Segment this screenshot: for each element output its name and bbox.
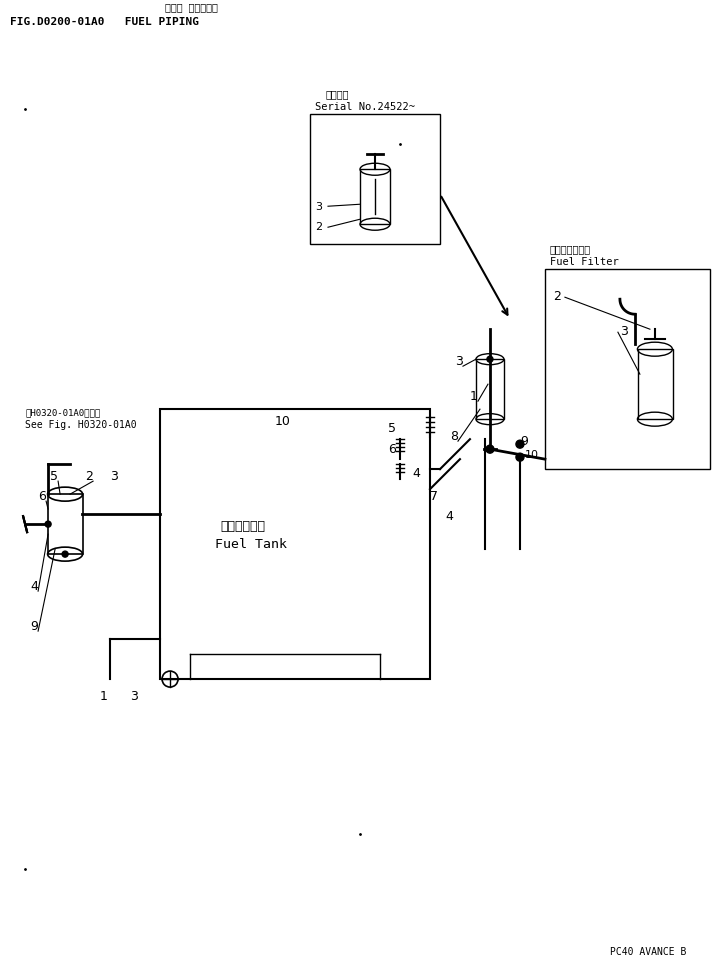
- Bar: [160, 409, 430, 679]
- Text: 6: 6: [388, 443, 396, 456]
- Circle shape: [487, 357, 493, 363]
- Text: 5: 5: [50, 470, 58, 482]
- Text: 3: 3: [110, 470, 118, 482]
- Text: フェルフィルタ: フェルフィルタ: [550, 244, 591, 254]
- Text: 2: 2: [553, 290, 561, 303]
- Text: 10: 10: [275, 415, 291, 428]
- Text: 適用号機: 適用号機: [325, 89, 348, 99]
- Text: 3: 3: [455, 355, 463, 368]
- Text: 1: 1: [470, 390, 478, 403]
- Text: 6: 6: [38, 490, 46, 503]
- Text: PC40 AVANCE B: PC40 AVANCE B: [610, 946, 686, 956]
- Bar: [638, 350, 673, 420]
- Text: Serial No.24522~: Serial No.24522~: [315, 102, 415, 112]
- Circle shape: [62, 552, 68, 557]
- Text: 1: 1: [100, 689, 108, 702]
- Circle shape: [516, 441, 524, 449]
- Text: フェル パイピング: フェル パイピング: [165, 2, 218, 12]
- Circle shape: [486, 446, 494, 454]
- Bar: [310, 115, 440, 245]
- Text: 2: 2: [85, 470, 93, 482]
- Text: 第H0320-01A0図参照: 第H0320-01A0図参照: [25, 407, 100, 417]
- Text: 3: 3: [315, 202, 322, 212]
- Text: Fuel Filter: Fuel Filter: [550, 257, 618, 267]
- Text: 4: 4: [445, 509, 453, 523]
- Text: 3: 3: [620, 325, 628, 338]
- Text: 2: 2: [315, 222, 322, 232]
- Text: 10: 10: [525, 450, 539, 459]
- Bar: [545, 270, 710, 470]
- Text: 5: 5: [388, 422, 396, 434]
- Text: 8: 8: [450, 430, 458, 443]
- Bar: [48, 495, 83, 554]
- Text: 4: 4: [30, 579, 38, 593]
- Text: 7: 7: [430, 490, 438, 503]
- Text: FIG.D0200-01A0   FUEL PIPING: FIG.D0200-01A0 FUEL PIPING: [10, 17, 199, 27]
- Text: Fuel Tank: Fuel Tank: [215, 537, 287, 551]
- Bar: [360, 170, 390, 225]
- Text: 9: 9: [30, 620, 38, 632]
- Text: 9: 9: [520, 434, 528, 448]
- Text: 4: 4: [412, 467, 420, 480]
- Circle shape: [516, 454, 524, 461]
- Bar: [476, 359, 504, 420]
- Text: 3: 3: [130, 689, 138, 702]
- Text: See Fig. H0320-01A0: See Fig. H0320-01A0: [25, 420, 137, 430]
- Circle shape: [45, 522, 51, 528]
- Text: フェルタンク: フェルタンク: [220, 520, 265, 532]
